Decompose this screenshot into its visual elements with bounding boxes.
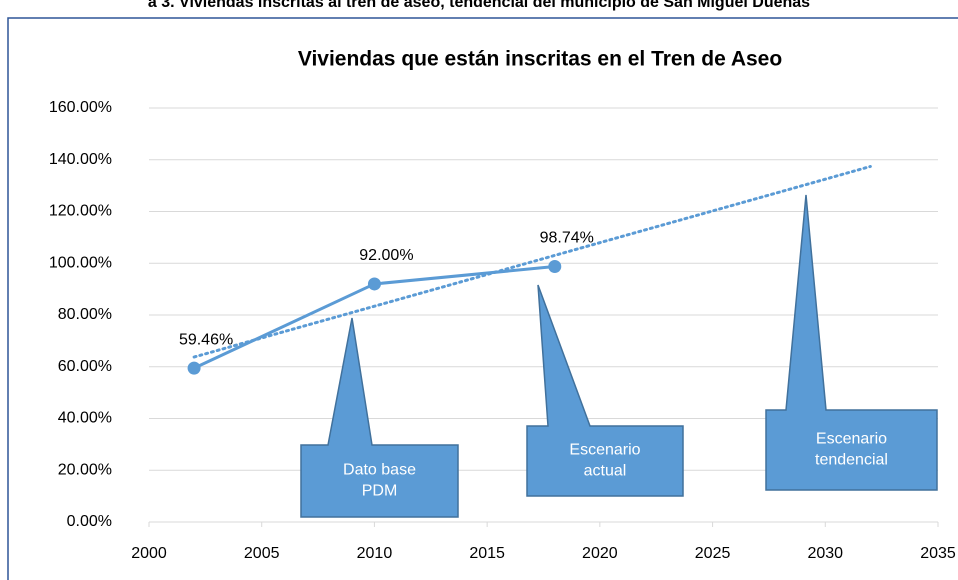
data-label: 98.74% <box>540 230 594 247</box>
y-tick-label: 0.00% <box>67 513 112 530</box>
callout: Escenario actual <box>526 284 684 497</box>
y-tick-label: 80.00% <box>58 306 112 323</box>
callout-shape <box>526 284 684 497</box>
callout-shape <box>300 317 459 518</box>
data-point <box>548 260 562 274</box>
x-tick-label: 2030 <box>807 545 843 562</box>
data-point <box>187 361 201 375</box>
x-tick-label: 2015 <box>469 545 505 562</box>
x-tick-label: 2025 <box>695 545 731 562</box>
caption: a 3. Viviendas inscritas al tren de aseo… <box>148 0 810 11</box>
callout-text: Escenario <box>569 442 640 459</box>
callout-text: Escenario <box>816 431 887 448</box>
callout-text: PDM <box>362 483 398 500</box>
callout: Dato base PDM <box>300 317 459 518</box>
data-point <box>367 277 381 291</box>
y-tick-label: 120.00% <box>49 203 112 220</box>
callout-text: tendencial <box>815 452 888 469</box>
x-tick-label: 2010 <box>357 545 393 562</box>
y-tick-label: 140.00% <box>49 151 112 168</box>
y-tick-label: 60.00% <box>58 358 112 375</box>
data-label: 92.00% <box>359 247 413 264</box>
chart-title: Viviendas que están inscritas en el Tren… <box>298 48 782 71</box>
x-tick-label: 2005 <box>244 545 280 562</box>
callout: Escenario tendencial <box>765 194 938 491</box>
callout-shape <box>765 194 938 491</box>
trendline <box>192 164 872 359</box>
data-label: 59.46% <box>179 331 233 348</box>
x-tick-label: 2020 <box>582 545 618 562</box>
x-tick-label: 2000 <box>131 545 167 562</box>
y-tick-label: 100.00% <box>49 254 112 271</box>
callout-text: Dato base <box>343 462 416 479</box>
y-tick-label: 160.00% <box>49 99 112 116</box>
x-tick-label: 2035 <box>920 545 956 562</box>
y-tick-label: 20.00% <box>58 461 112 478</box>
y-tick-label: 40.00% <box>58 410 112 427</box>
callout-text: actual <box>584 463 627 480</box>
